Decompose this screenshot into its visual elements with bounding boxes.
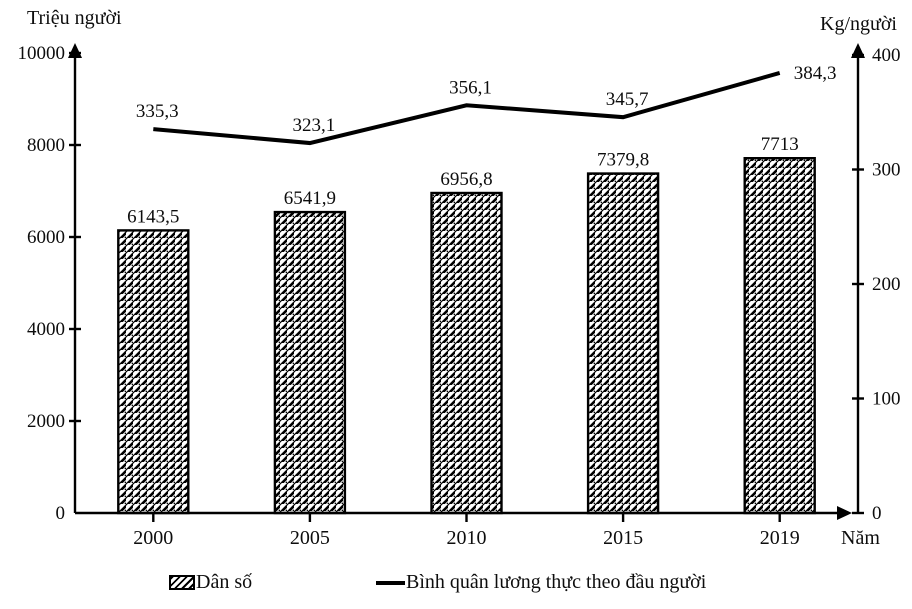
legend-label-binh-quan: Bình quân lương thực theo đầu người bbox=[406, 571, 707, 593]
bar-dan-so-2015 bbox=[586, 172, 660, 515]
hatched-bar-swatch-icon bbox=[169, 575, 195, 590]
x-axis-category-label: 2005 bbox=[290, 527, 330, 549]
x-axis-category-label: 2010 bbox=[447, 527, 487, 549]
line-value-label: 345,7 bbox=[606, 89, 649, 110]
left-axis-tick-label: 0 bbox=[56, 503, 66, 524]
left-axis-tick-label: 2000 bbox=[27, 411, 65, 432]
line-value-label: 384,3 bbox=[794, 63, 837, 84]
bar-dan-so-2010 bbox=[430, 191, 503, 515]
legend-label-dan-so: Dân số bbox=[196, 571, 253, 593]
x-axis-category-label: 2015 bbox=[603, 527, 643, 549]
x-axis-category-label: 2000 bbox=[133, 527, 173, 549]
line-value-label: 356,1 bbox=[449, 77, 492, 98]
bar-dan-so-2019 bbox=[743, 157, 816, 515]
right-axis-tick-label: 400 bbox=[872, 45, 901, 66]
bar-dan-so-2000 bbox=[117, 229, 190, 515]
line-swatch-icon bbox=[376, 580, 405, 585]
right-axis-tick-label: 200 bbox=[872, 274, 901, 295]
right-axis-tick-label: 0 bbox=[872, 503, 882, 524]
right-axis-title: Kg/người bbox=[820, 13, 897, 35]
x-axis-title: Năm bbox=[841, 527, 880, 549]
legend-item-dan-so: Dân số bbox=[169, 571, 252, 594]
bar-dan-so-2005 bbox=[273, 210, 347, 515]
left-axis-tick-label: 6000 bbox=[27, 227, 65, 248]
right-axis-tick-label: 100 bbox=[872, 389, 901, 410]
bar-value-label: 6143,5 bbox=[127, 206, 179, 227]
line-value-label: 323,1 bbox=[293, 115, 336, 136]
bar-value-label: 7379,8 bbox=[597, 150, 649, 171]
left-axis-title: Triệu người bbox=[27, 7, 122, 29]
left-axis-tick-label: 8000 bbox=[27, 135, 65, 156]
left-axis-arrow-icon bbox=[68, 43, 82, 58]
line-value-label: 335,3 bbox=[136, 101, 179, 122]
x-axis-arrow-icon bbox=[837, 506, 852, 520]
line-binh-quan bbox=[153, 71, 781, 146]
bar-value-label: 6956,8 bbox=[440, 169, 492, 190]
left-axis-tick-label: 10000 bbox=[18, 43, 66, 64]
bar-value-label: 7713 bbox=[761, 134, 799, 155]
left-axis-tick-label: 4000 bbox=[27, 319, 65, 340]
x-axis-category-label: 2019 bbox=[760, 527, 800, 549]
legend-item-binh-quan: Bình quân lương thực theo đầu người bbox=[376, 571, 706, 594]
bar-value-label: 6541,9 bbox=[284, 188, 336, 209]
right-axis-tick-label: 300 bbox=[872, 160, 901, 181]
